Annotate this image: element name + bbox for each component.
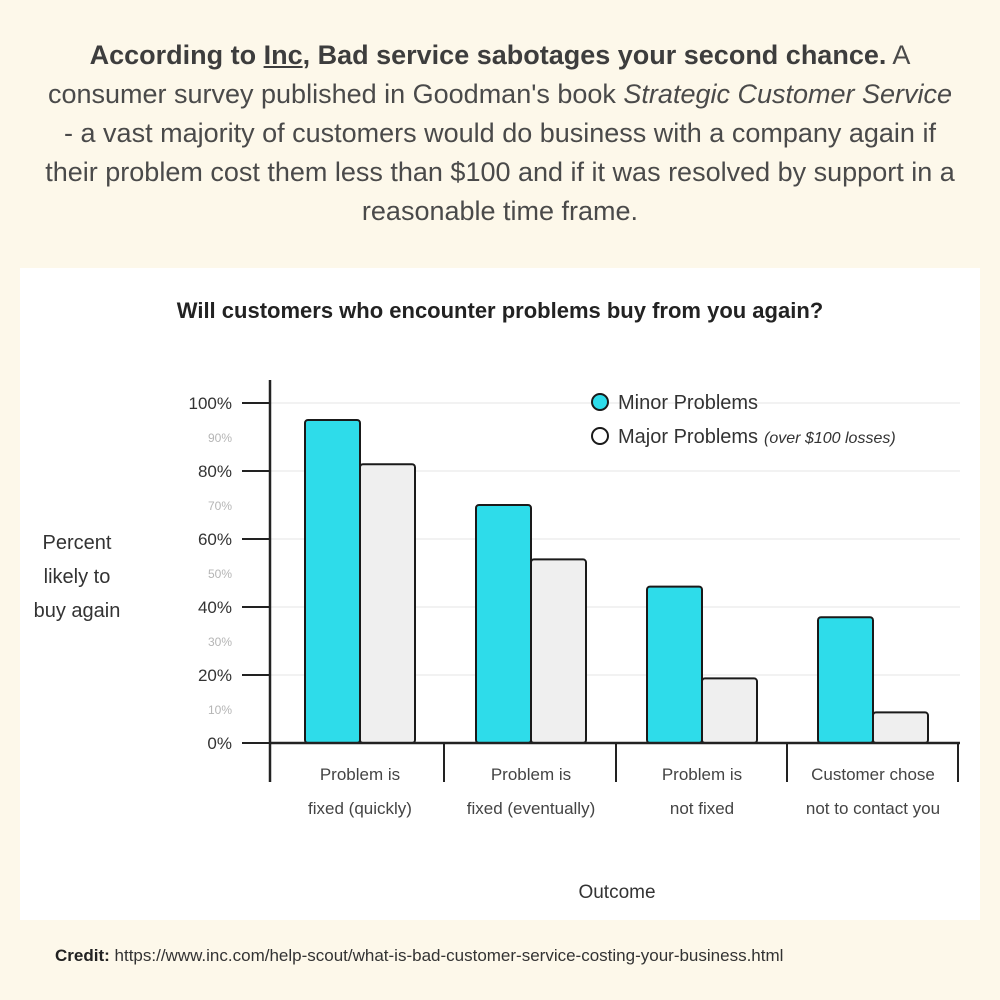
- credit-url[interactable]: https://www.inc.com/help-scout/what-is-b…: [114, 946, 784, 965]
- y-axis-label-line: Percent: [43, 532, 112, 554]
- bars: [304, 419, 929, 745]
- y-tick-label: 100%: [189, 394, 232, 413]
- chart-title: Will customers who encounter problems bu…: [177, 298, 823, 323]
- legend-marker: [591, 427, 609, 445]
- x-category-label: not to contact you: [806, 799, 940, 818]
- bar-minor: [646, 585, 703, 744]
- intro-paragraph: According to Inc, Bad service sabotages …: [40, 36, 960, 231]
- y-tick-label: 20%: [198, 666, 232, 685]
- x-category-label: fixed (eventually): [467, 799, 596, 818]
- legend-note: (over $100 losses): [764, 430, 896, 447]
- bar-major: [701, 677, 758, 744]
- y-minor-tick-label: 50%: [208, 567, 232, 581]
- y-axis-label-line: likely to: [44, 566, 111, 588]
- bar-major: [530, 558, 587, 744]
- credit-label: Credit:: [55, 946, 110, 965]
- bar-chart: Will customers who encounter problems bu…: [34, 298, 960, 903]
- x-axis-label: Outcome: [578, 882, 655, 903]
- x-category-label: Problem is: [491, 765, 571, 784]
- y-tick-label: 80%: [198, 462, 232, 481]
- y-tick-labels: 0% 20% 40% 60% 80% 100% 10% 30% 50% 70% 90%: [189, 394, 233, 753]
- legend-series-name: Minor Problems: [618, 392, 758, 414]
- intro-bold: According to Inc, Bad service sabotages …: [90, 40, 887, 70]
- legend: Minor Problems Major Problems (over $100 l…: [591, 392, 896, 448]
- x-category-label: not fixed: [670, 799, 734, 818]
- bar-minor: [817, 616, 874, 745]
- bar-major: [359, 463, 416, 744]
- x-category-label: Customer chose: [811, 765, 935, 784]
- bar-minor: [304, 419, 361, 744]
- x-category-label: Problem is: [662, 765, 742, 784]
- y-tick-label: 0%: [207, 734, 232, 753]
- legend-series-name: Major Problems: [618, 426, 758, 448]
- y-minor-tick-label: 90%: [208, 431, 232, 445]
- y-minor-tick-label: 30%: [208, 635, 232, 649]
- book-title: Strategic Customer Service: [623, 79, 953, 109]
- legend-marker: [591, 393, 609, 411]
- credit-line: Credit: https://www.inc.com/help-scout/w…: [55, 946, 985, 966]
- intro-text-1: A consumer survey published in Goodman's…: [47, 40, 911, 109]
- source-link[interactable]: Inc: [263, 40, 303, 70]
- y-minor-tick-label: 10%: [208, 703, 232, 717]
- y-minor-tick-label: 70%: [208, 499, 232, 513]
- x-category-label: Problem is: [320, 765, 400, 784]
- x-category-labels: Problem is fixed (quickly) Problem is fixed…: [308, 765, 940, 818]
- y-axis-label: Percent likely to buy again: [34, 532, 121, 622]
- x-category-label: fixed (quickly): [308, 799, 412, 818]
- intro-text-2: - a vast majority of customers would do …: [45, 118, 955, 226]
- bar-major: [872, 711, 929, 744]
- intro-headline: , Bad service sabotages your second chan…: [302, 40, 887, 70]
- bar-minor: [475, 504, 532, 744]
- axes: [242, 380, 960, 782]
- y-tick-label: 40%: [198, 598, 232, 617]
- intro-bold-prefix: According to: [89, 40, 264, 70]
- y-tick-label: 60%: [198, 530, 232, 549]
- legend-label: Major Problems (over $100 losses): [618, 426, 896, 448]
- y-axis-label-line: buy again: [34, 600, 121, 622]
- legend-label: Minor Problems: [618, 392, 758, 414]
- chart-card: Will customers who encounter problems bu…: [20, 268, 980, 920]
